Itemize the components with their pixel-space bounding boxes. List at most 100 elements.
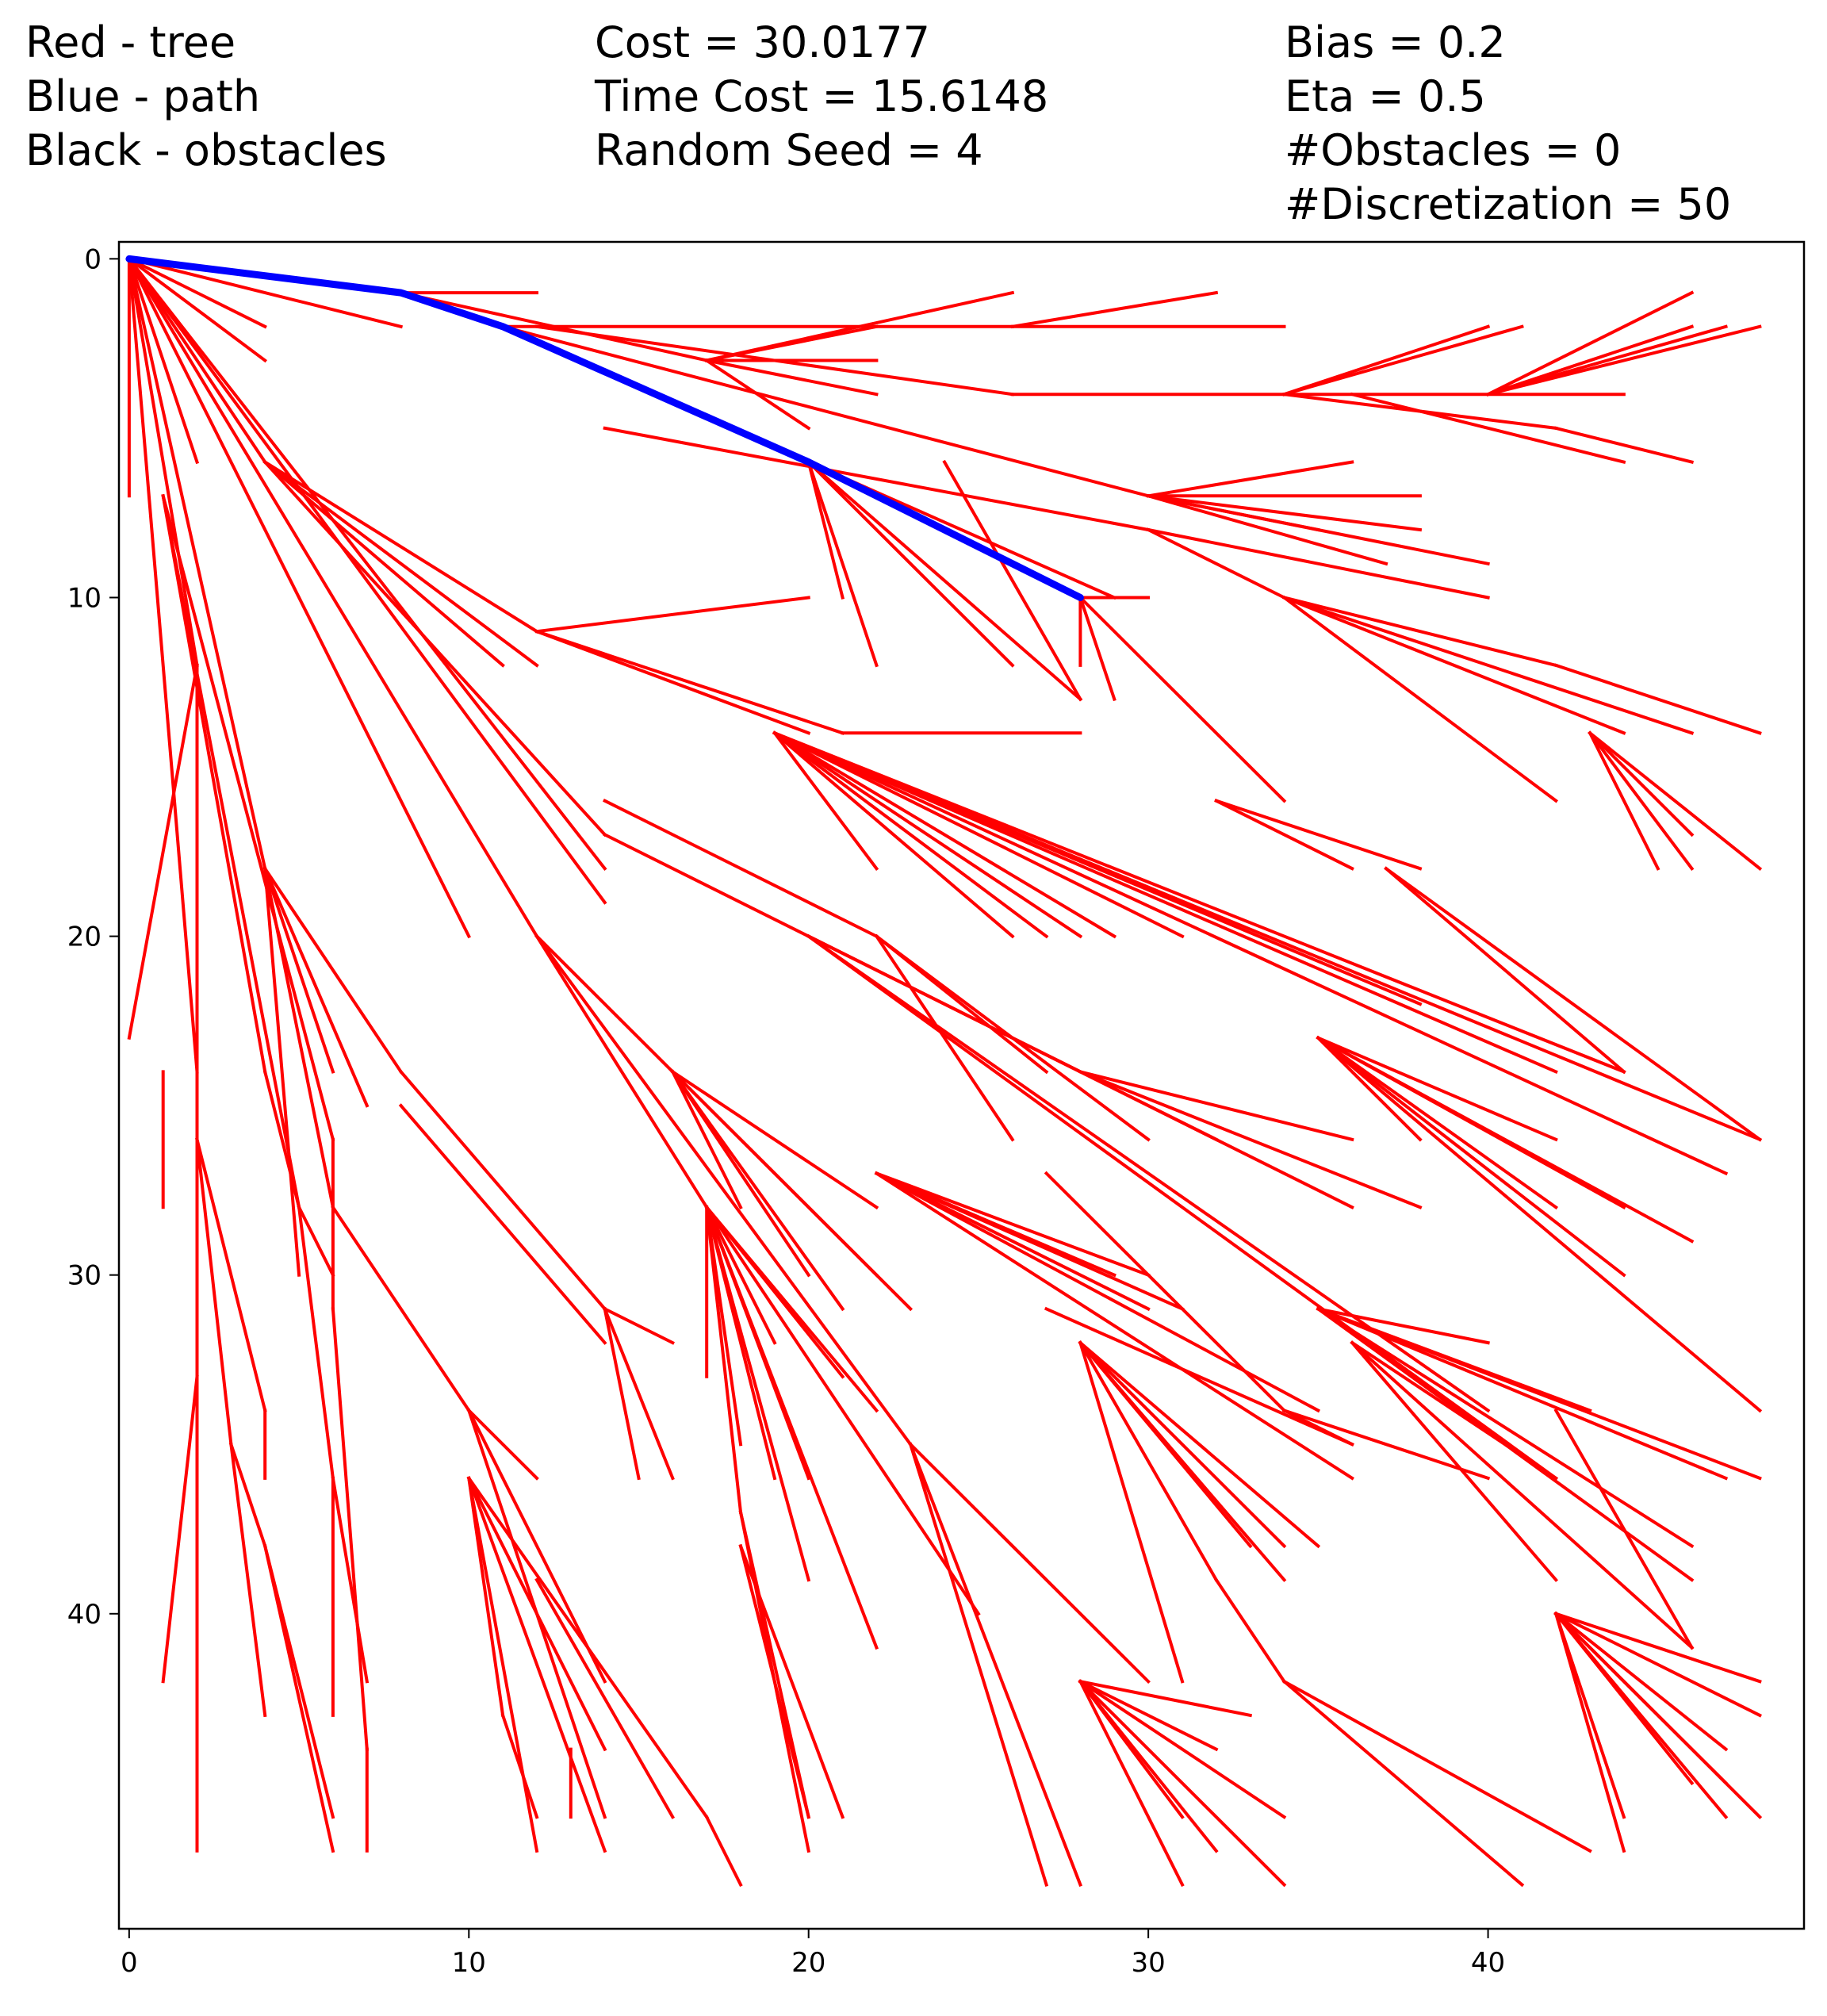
tree-edge bbox=[704, 1815, 743, 1888]
legend-info: Red - tree Blue - path Black - obstacles bbox=[25, 17, 387, 175]
tree-edge bbox=[1350, 392, 1626, 465]
tree-edges bbox=[127, 256, 1763, 1888]
tree-edge bbox=[127, 256, 539, 939]
cost-text: Cost = 30.0177 bbox=[595, 17, 930, 67]
tree-edge bbox=[1588, 730, 1695, 872]
tree-edge bbox=[1146, 493, 1388, 566]
tree-edge bbox=[874, 1171, 1151, 1278]
legend-tree: Red - tree bbox=[25, 17, 236, 67]
tree-edge bbox=[704, 1205, 811, 1582]
tree-edge bbox=[670, 1069, 845, 1312]
y-tick-label: 10 bbox=[67, 582, 102, 614]
tree-edge bbox=[262, 866, 335, 1074]
tree-edge bbox=[1146, 494, 1423, 532]
tree-edge bbox=[228, 1442, 267, 1548]
tree-edge bbox=[603, 426, 1151, 532]
tree-edge bbox=[772, 730, 1185, 939]
tree-edge bbox=[297, 1205, 335, 1481]
tree-edge bbox=[1078, 1069, 1219, 1142]
tree-edge bbox=[603, 799, 879, 939]
tree-edge bbox=[534, 629, 811, 735]
tree-edge bbox=[127, 256, 267, 465]
tree-edge bbox=[1078, 1069, 1423, 1209]
tree-edge bbox=[1281, 1679, 1525, 1888]
tree-edge bbox=[806, 460, 879, 668]
tree-edge bbox=[806, 459, 1015, 668]
tree-edge bbox=[127, 256, 200, 465]
tree-edge bbox=[1078, 1679, 1219, 1853]
y-tick-label: 0 bbox=[84, 243, 102, 275]
x-tick-label: 40 bbox=[1471, 1947, 1505, 1979]
tree-edge bbox=[127, 663, 199, 1041]
tree-edge bbox=[1078, 1340, 1219, 1582]
tree-edge bbox=[127, 257, 267, 871]
tree-edge bbox=[1316, 1306, 1695, 1549]
tree-edge bbox=[127, 256, 267, 329]
tree-edge bbox=[229, 1442, 267, 1718]
tree-edge bbox=[1553, 1611, 1763, 1819]
tree-edge bbox=[500, 1713, 539, 1819]
cost-info: Cost = 30.0177 Time Cost = 15.6148 Rando… bbox=[594, 17, 1048, 175]
tree-edge bbox=[704, 358, 879, 397]
tree-edge bbox=[1553, 663, 1762, 735]
tree-edge bbox=[1350, 1340, 1695, 1650]
tree-edge bbox=[1078, 1340, 1321, 1549]
tree-edge bbox=[603, 1306, 675, 1481]
tree-edge bbox=[1316, 1306, 1729, 1481]
tree-edge bbox=[1316, 1307, 1490, 1345]
tree-edge bbox=[1146, 493, 1490, 566]
tree-edge bbox=[1214, 799, 1354, 871]
param-info: Bias = 0.2 Eta = 0.5 #Obstacles = 0 #Dis… bbox=[1285, 17, 1731, 229]
tree-edge bbox=[738, 1543, 845, 1819]
tree-edge bbox=[1146, 527, 1490, 600]
tree-edge bbox=[1384, 866, 1626, 1075]
discretization-text: #Discretization = 50 bbox=[1285, 179, 1731, 229]
tree-edge bbox=[1316, 1035, 1626, 1278]
tree-edge bbox=[466, 1476, 607, 1853]
tree-edge bbox=[127, 256, 607, 905]
tree-edge bbox=[127, 256, 404, 329]
tree-edge bbox=[331, 1476, 370, 1684]
tree-edge bbox=[1588, 730, 1695, 837]
tree-edge bbox=[534, 933, 913, 1447]
tree-edge bbox=[1316, 1036, 1558, 1142]
tree-edge bbox=[1078, 1069, 1354, 1142]
tree-edge bbox=[1588, 730, 1763, 872]
tree-edge bbox=[1553, 1611, 1729, 1819]
tree-edge bbox=[1078, 1679, 1185, 1888]
tree-edge bbox=[1078, 1679, 1287, 1888]
tree-edge bbox=[1078, 595, 1287, 803]
tree-edge bbox=[1078, 1679, 1219, 1752]
tree-edge bbox=[1316, 1035, 1763, 1413]
tree-edge bbox=[806, 933, 1491, 1413]
tree-edge bbox=[772, 730, 1558, 1075]
tree-edge bbox=[262, 459, 607, 837]
tree-edge bbox=[1553, 426, 1695, 465]
tree-edge bbox=[127, 256, 267, 363]
random-seed-text: Random Seed = 4 bbox=[595, 125, 983, 175]
tree-edge bbox=[297, 1205, 335, 1278]
bias-text: Bias = 0.2 bbox=[1285, 17, 1506, 67]
tree-edge bbox=[331, 1307, 369, 1751]
tree-edge bbox=[1316, 1306, 1762, 1481]
tree-edge bbox=[874, 933, 1151, 1142]
obstacles-count-text: #Obstacles = 0 bbox=[1285, 125, 1621, 175]
tree-edge bbox=[398, 1069, 607, 1312]
tree-edge bbox=[1281, 595, 1558, 803]
tree-edge bbox=[670, 1069, 914, 1312]
tree-edge bbox=[1316, 1035, 1695, 1244]
tree-edge bbox=[534, 596, 810, 634]
time-cost-text: Time Cost = 15.6148 bbox=[594, 71, 1048, 121]
tree-edge bbox=[467, 1476, 505, 1718]
tree-edge bbox=[262, 459, 539, 668]
tree-edge bbox=[262, 1544, 335, 1853]
tree-edge bbox=[466, 1408, 607, 1684]
tree-edge bbox=[908, 1442, 1151, 1684]
tree-edge bbox=[874, 933, 1015, 1142]
tree-edge bbox=[1010, 290, 1219, 329]
tree-edge bbox=[704, 1205, 777, 1345]
tree-edge bbox=[908, 1442, 1049, 1888]
tree-edge bbox=[534, 933, 676, 1075]
tree-edge bbox=[1281, 595, 1626, 735]
